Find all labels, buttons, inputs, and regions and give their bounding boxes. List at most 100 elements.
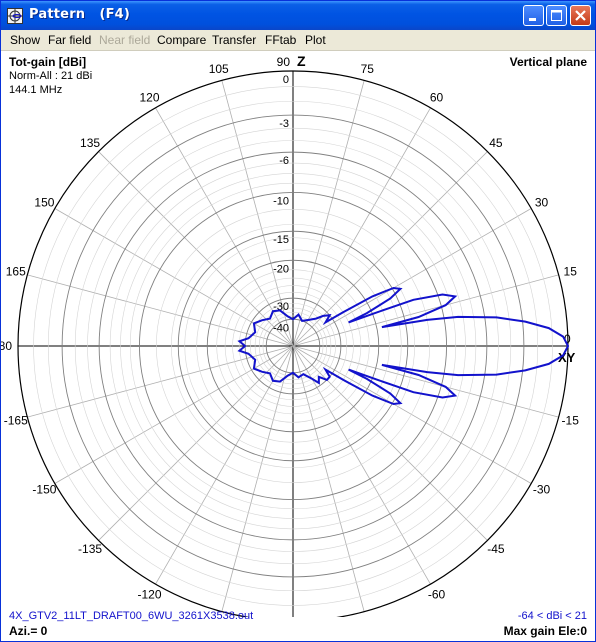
menu-bar: Show Far field Near field Compare Transf…	[1, 30, 595, 51]
title-bar[interactable]: Pattern (F4)	[1, 1, 595, 30]
polar-grid	[17, 70, 569, 617]
angle-label: 165	[6, 265, 26, 279]
angle-label: 75	[361, 62, 375, 76]
angle-label: 180	[1, 339, 12, 353]
pattern-curve	[237, 286, 570, 406]
minimize-icon	[529, 18, 536, 21]
angle-label: -30	[533, 483, 551, 497]
menu-plot[interactable]: Plot	[305, 33, 326, 47]
grid-spoke	[54, 208, 294, 347]
grid-ring-minor	[238, 291, 348, 401]
grid-ring-minor	[156, 209, 430, 483]
grid-ring-minor	[254, 307, 332, 385]
angle-label: 45	[489, 136, 503, 150]
grid-spoke	[155, 107, 294, 347]
gain-range: -64 < dBi < 21	[517, 610, 587, 622]
azimuth-label: Azi.= 0	[9, 624, 48, 638]
grid-spoke	[292, 345, 431, 585]
angle-label: 15	[564, 265, 578, 279]
grid-spoke	[292, 80, 365, 347]
angle-label: -135	[78, 542, 102, 556]
app-icon	[7, 8, 23, 24]
grid-spoke	[292, 345, 532, 484]
grid-ring-minor	[250, 303, 336, 389]
grid-ring-minor	[216, 269, 370, 423]
angle-label: 105	[209, 62, 229, 76]
grid-ring-minor	[258, 311, 328, 381]
menu-far-field[interactable]: Far field	[48, 33, 92, 47]
grid-ring-minor	[232, 285, 354, 407]
grid-ring-minor	[171, 224, 415, 468]
window-title: Pattern (F4)	[29, 7, 131, 22]
grid-ring-minor	[262, 315, 324, 377]
ring-label: -10	[273, 195, 289, 207]
grid-ring-minor	[196, 249, 390, 443]
grid-spoke	[27, 345, 294, 418]
grid-ring-minor	[184, 237, 402, 455]
close-icon	[575, 10, 586, 21]
grid-ring-minor	[47, 100, 539, 592]
ring-label: -15	[273, 234, 289, 246]
frequency-label: 144.1 MHz	[9, 84, 63, 96]
grid-spoke	[292, 151, 488, 347]
grid-spoke	[221, 345, 294, 612]
grid-ring-minor	[74, 127, 512, 565]
grid-ring	[61, 114, 525, 578]
norm-label: Norm-All : 21 dBi	[9, 70, 93, 82]
grid-spoke	[54, 345, 294, 484]
grid-ring	[98, 151, 488, 541]
axis-z-label: Z	[297, 53, 306, 69]
angle-label: 60	[430, 90, 444, 104]
angle-label: -165	[4, 413, 28, 427]
angle-label: 150	[34, 196, 54, 210]
grid-spoke	[292, 345, 365, 612]
axis-xy-label: XY	[558, 350, 576, 365]
ring-label: -3	[279, 118, 289, 130]
gain-title: Tot-gain [dBi]	[9, 55, 87, 69]
menu-show[interactable]: Show	[10, 33, 41, 47]
grid-spoke	[292, 274, 559, 347]
angle-label: 30	[535, 196, 549, 210]
maximize-button[interactable]	[546, 5, 567, 26]
grid-spoke	[292, 107, 431, 347]
ring-label: -6	[279, 155, 289, 167]
grid-spoke	[155, 345, 294, 585]
menu-transfer[interactable]: Transfer	[212, 33, 257, 47]
angle-label: -120	[137, 588, 161, 602]
angle-label: -60	[428, 588, 446, 602]
file-name: 4X_GTV2_11LT_DRAFT00_6WU_3261X3538.out	[9, 610, 254, 622]
grid-spoke	[292, 345, 559, 418]
angle-label: 0	[564, 332, 571, 346]
angle-label: 135	[80, 136, 100, 150]
grid-spoke	[98, 345, 294, 541]
menu-fftab[interactable]: FFtab	[265, 33, 297, 47]
minimize-button[interactable]	[523, 5, 544, 26]
grid-ring-minor	[224, 277, 362, 415]
grid-ring-minor	[129, 182, 457, 510]
grid-spoke	[27, 274, 294, 347]
grid-spoke	[221, 80, 294, 347]
ring-label: 0	[283, 74, 289, 86]
grid-ring	[177, 230, 409, 462]
ring-label: -40	[273, 322, 289, 334]
menu-compare[interactable]: Compare	[157, 33, 207, 47]
angle-label: -45	[487, 542, 505, 556]
menu-near-field[interactable]: Near field	[99, 33, 151, 47]
grid-ring-minor	[109, 162, 477, 530]
close-button[interactable]	[570, 5, 591, 26]
max-gain-label: Max gain Ele:0	[503, 624, 587, 638]
grid-ring	[138, 191, 448, 501]
ring-label: -20	[273, 263, 289, 275]
angle-label: 120	[139, 90, 159, 104]
grid-ring-minor	[87, 140, 499, 552]
grid-ring	[206, 259, 380, 433]
plane-label: Vertical plane	[509, 55, 587, 69]
grid-spoke	[292, 208, 532, 347]
plot-area: Tot-gain [dBi] Norm-All : 21 dBi 144.1 M…	[1, 51, 595, 641]
angle-label: 90	[277, 55, 291, 69]
maximize-icon	[551, 10, 562, 21]
angle-label: -15	[562, 413, 580, 427]
grid-spoke	[98, 151, 294, 347]
